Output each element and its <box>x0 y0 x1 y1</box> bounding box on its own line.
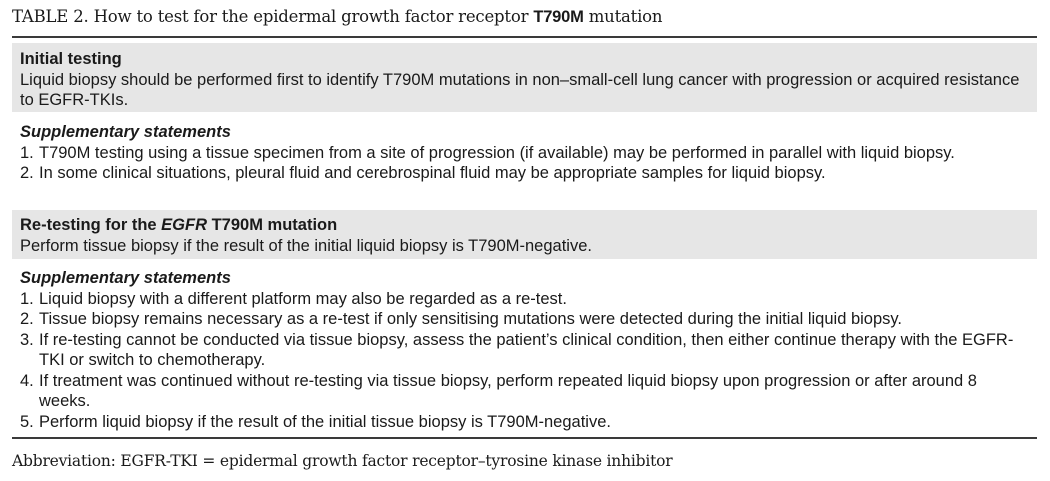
section-body: Perform tissue biopsy if the result of t… <box>20 236 592 255</box>
item-number: 3. <box>20 330 34 349</box>
item-text: If treatment was continued without re-te… <box>39 371 977 411</box>
section-initial-testing: Initial testing Liquid biopsy should be … <box>12 43 1037 112</box>
section-supplementary-2: Supplementary statements 1. Liquid biopsy… <box>12 266 1037 436</box>
caption-text-bold: T790M <box>533 8 584 26</box>
table-top-rule <box>12 36 1037 38</box>
item-number: 2. <box>20 310 34 328</box>
list-item: 1. Liquid biopsy with a different platfor… <box>20 289 1029 310</box>
item-text: Perform liquid biopsy if the result of t… <box>39 412 611 431</box>
list-item: 3. If re-testing cannot be conducted via … <box>20 330 1029 371</box>
abbreviation-footnote: Abbreviation: EGFR-TKI = epidermal growt… <box>12 452 673 470</box>
table-label: TABLE 2. <box>12 7 89 26</box>
section-retesting: Re-testing for the EGFR T790M mutation P… <box>12 210 1037 259</box>
list-item: 1. T790M testing using a tissue specimen … <box>20 143 1029 164</box>
heading-gene-name: EGFR <box>161 216 208 234</box>
caption-text-before: How to test for the epidermal growth fac… <box>88 7 534 26</box>
item-text: Tissue biopsy remains necessary as a re-… <box>39 310 903 328</box>
caption-text-after: mutation <box>583 7 663 26</box>
item-number: 5. <box>20 412 34 431</box>
item-text: In some clinical situations, pleural flu… <box>39 164 826 182</box>
section-heading: Supplementary statements <box>20 123 231 141</box>
item-text: If re-testing cannot be conducted via ti… <box>39 330 1014 370</box>
section-heading: Supplementary statements <box>20 269 231 287</box>
section-heading: Re-testing for the EGFR T790M mutation <box>20 215 1029 236</box>
item-number: 4. <box>20 371 34 390</box>
table-bottom-rule <box>12 437 1037 439</box>
item-number: 1. <box>20 143 34 162</box>
section-supplementary-1: Supplementary statements 1. T790M testing… <box>12 119 1037 204</box>
item-text: Liquid biopsy with a different platform … <box>39 289 567 308</box>
section-body: Liquid biopsy should be performed first … <box>20 70 1020 110</box>
heading-text-after: T790M mutation <box>207 216 338 234</box>
list-item: 5. Perform liquid biopsy if the result of… <box>20 412 1029 433</box>
statement-list: 1. Liquid biopsy with a different platfor… <box>20 289 1029 433</box>
list-item: 2. Tissue biopsy remains necessary as a r… <box>20 309 1029 330</box>
list-item: 4. If treatment was continued without re-… <box>20 371 1029 412</box>
table-caption: TABLE 2. How to test for the epidermal g… <box>12 7 663 27</box>
item-number: 2. <box>20 164 34 182</box>
section-heading: Initial testing <box>20 50 122 68</box>
heading-text-before: Re-testing for the <box>20 216 162 234</box>
item-number: 1. <box>20 289 34 308</box>
list-item: 2. In some clinical situations, pleural f… <box>20 163 1029 184</box>
item-text: T790M testing using a tissue specimen fr… <box>39 143 955 162</box>
statement-list: 1. T790M testing using a tissue specimen … <box>20 143 1029 184</box>
